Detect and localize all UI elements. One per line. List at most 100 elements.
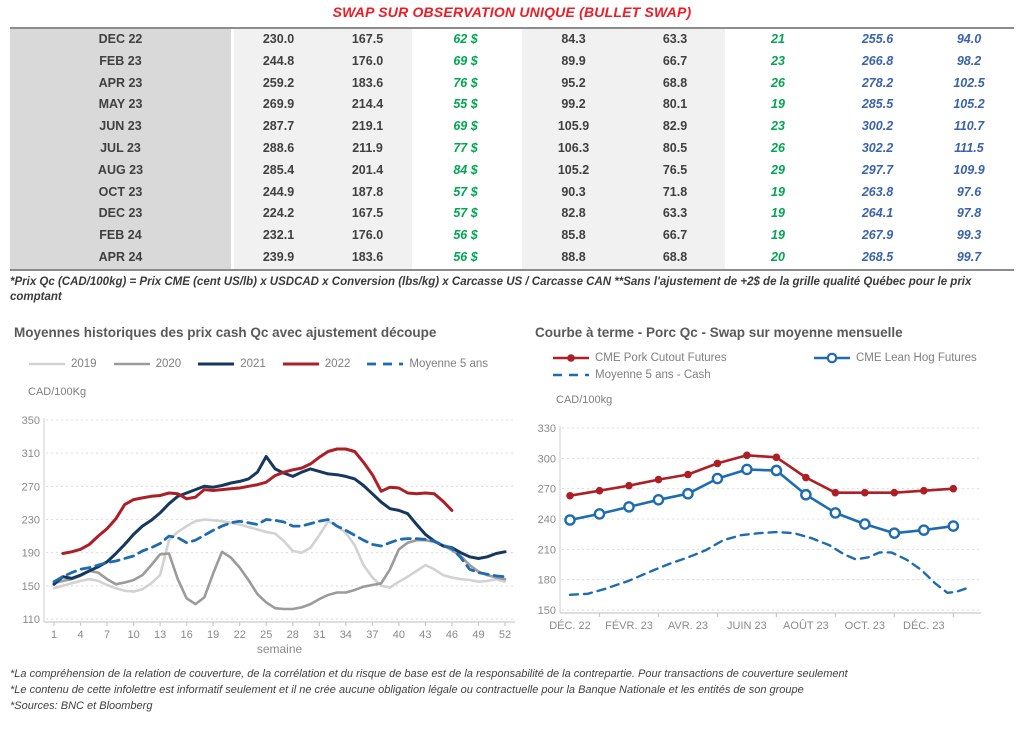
svg-text:180: 180 — [538, 575, 556, 587]
table-cell: 111.5 — [954, 140, 984, 155]
table-row: AUG 23 285.4 201.4 84 $ 105.2 76.5 29 297.7 109.… — [10, 159, 1014, 182]
svg-text:semaine: semaine — [257, 642, 303, 656]
table-cell: 297.7 — [861, 162, 894, 177]
right-chart-legend: CME Pork Cutout Futures CME Lean Hog Futu… — [552, 352, 993, 386]
legend-row: CME Pork Cutout Futures CME Lean Hog Futu… — [552, 352, 993, 364]
legend-swatch-icon — [814, 352, 850, 364]
table-cell: 109.9 — [953, 162, 985, 177]
svg-text:25: 25 — [260, 629, 272, 641]
disclaimer-line: *La compréhension de la relation de couv… — [10, 668, 848, 680]
table-cell: 56 $ — [453, 228, 478, 243]
svg-text:110: 110 — [22, 614, 40, 626]
table-row: JUN 23 287.7 219.1 69 $ 105.9 82.9 23 300.2 110.… — [10, 116, 1014, 138]
table-cell: 84.3 — [519, 29, 625, 51]
legend-label: 2022 — [324, 358, 351, 370]
table-cell: 68.8 — [625, 246, 725, 269]
table-cell: 187.8 — [323, 181, 412, 204]
table-cell: 99.2 — [519, 94, 625, 117]
table-cell: 106.3 — [519, 137, 625, 160]
table-row: MAY 23 269.9 214.4 55 $ 99.2 80.1 19 285.5 105.2 — [10, 94, 1014, 117]
svg-text:190: 190 — [22, 548, 40, 560]
table-cell: 98.2 — [956, 53, 982, 68]
table-cell: 259.2 — [231, 72, 323, 95]
table-row: DEC 23 224.2 167.5 57 $ 82.8 63.3 19 264.1 97.8 — [10, 203, 1014, 226]
table-cell: 244.9 — [231, 181, 323, 204]
svg-text:240: 240 — [538, 514, 556, 526]
table-cell: 63.3 — [625, 203, 725, 226]
table-cell: 19 — [771, 184, 785, 199]
table-cell: 219.1 — [323, 116, 412, 138]
legend-swatch-icon — [29, 362, 65, 366]
svg-text:AVR. 23: AVR. 23 — [668, 620, 708, 632]
table-cell: 278.2 — [861, 75, 894, 90]
table-cell: 90.3 — [519, 181, 625, 204]
table-cell: 269.9 — [231, 94, 323, 117]
table-cell: 20 — [771, 249, 785, 264]
table-cell-month: AUG 23 — [10, 159, 231, 182]
table-cell: 167.5 — [323, 29, 412, 51]
legend-item: 2021 — [197, 358, 266, 370]
table-cell: 23 — [771, 53, 785, 68]
table-cell: 300.2 — [861, 119, 894, 134]
table-cell: 88.8 — [519, 246, 625, 269]
legend-label: Moyenne 5 ans — [409, 358, 489, 370]
svg-text:4: 4 — [77, 629, 83, 641]
table-row: FEB 23 244.8 176.0 69 $ 89.9 66.7 23 266.8 98.2 — [10, 50, 1014, 73]
svg-text:7: 7 — [104, 629, 110, 641]
svg-text:43: 43 — [419, 629, 431, 641]
legend-label: 2021 — [240, 358, 266, 370]
legend-item: 2020 — [113, 358, 181, 370]
table-cell: 80.5 — [625, 137, 725, 160]
svg-text:300: 300 — [538, 453, 556, 465]
disclaimer-notes: *La compréhension de la relation de couv… — [10, 666, 1020, 714]
table-cell: 288.6 — [231, 137, 323, 160]
table-cell-month: APR 23 — [10, 72, 231, 95]
table-cell: 77 $ — [453, 140, 478, 155]
svg-text:13: 13 — [154, 629, 166, 641]
svg-text:34: 34 — [340, 629, 352, 641]
table-cell-month: APR 24 — [10, 246, 231, 269]
svg-text:DÉC. 22: DÉC. 22 — [549, 619, 591, 632]
table-cell: 285.4 — [231, 159, 323, 182]
table-cell: 63.3 — [625, 29, 725, 51]
table-cell: 95.2 — [519, 72, 625, 95]
sources-line: *Sources: BNC et Bloomberg — [10, 700, 153, 712]
table-cell: 21 — [771, 32, 785, 46]
legend-label: Moyenne 5 ans - Cash — [595, 369, 711, 381]
svg-text:19: 19 — [207, 629, 219, 641]
svg-text:150: 150 — [22, 581, 40, 593]
table-cell: 94.0 — [956, 32, 982, 46]
table-cell: 19 — [771, 97, 785, 112]
table-cell: 26 — [771, 140, 785, 155]
left-chart-canvas: 110 150 190 230 270 310 350 1 4 7 10 13 16 19 22 25 28 31… — [22, 415, 515, 656]
left-chart-legend: 2019 2020 2021 2022 Moyenne 5 ans — [28, 358, 504, 375]
table-cell: 82.9 — [625, 116, 725, 138]
table-cell-month: FEB 24 — [10, 225, 231, 247]
legend-item: 2022 — [282, 358, 351, 370]
table-row: DEC 22 230.0 167.5 62 $ 84.3 63.3 21 255.6 94.0 — [10, 29, 1014, 51]
table-cell: 211.9 — [323, 137, 412, 160]
legend-swatch-icon — [282, 362, 319, 366]
legend-label: CME Pork Cutout Futures — [595, 352, 727, 364]
table-cell: 85.8 — [519, 225, 625, 247]
table-row: FEB 24 232.1 176.0 56 $ 85.8 66.7 19 267.9 99.3 — [10, 225, 1014, 247]
table-cell: 99.7 — [956, 249, 982, 264]
table-cell: 230.0 — [231, 29, 323, 51]
table-cell: 69 $ — [453, 53, 478, 68]
table-cell: 302.2 — [861, 140, 894, 155]
svg-text:210: 210 — [538, 544, 556, 556]
table-cell: 19 — [771, 206, 785, 221]
table-cell: 263.8 — [861, 184, 894, 199]
disclaimer-line: *Le contenu de cette infolettre est info… — [10, 684, 804, 696]
legend-row: 2019 2020 2021 2022 Moyenne 5 ans — [28, 358, 504, 370]
table-cell: 89.9 — [519, 50, 625, 73]
table-cell: 167.5 — [323, 203, 412, 226]
table-cell: 105.9 — [519, 116, 625, 138]
table-cell: 82.8 — [519, 203, 625, 226]
table-cell-month: JUN 23 — [10, 116, 231, 138]
table-cell: 266.8 — [861, 53, 894, 68]
table-cell: 56 $ — [453, 249, 478, 264]
table-cell: 105.2 — [953, 97, 985, 112]
svg-text:150: 150 — [538, 605, 556, 617]
